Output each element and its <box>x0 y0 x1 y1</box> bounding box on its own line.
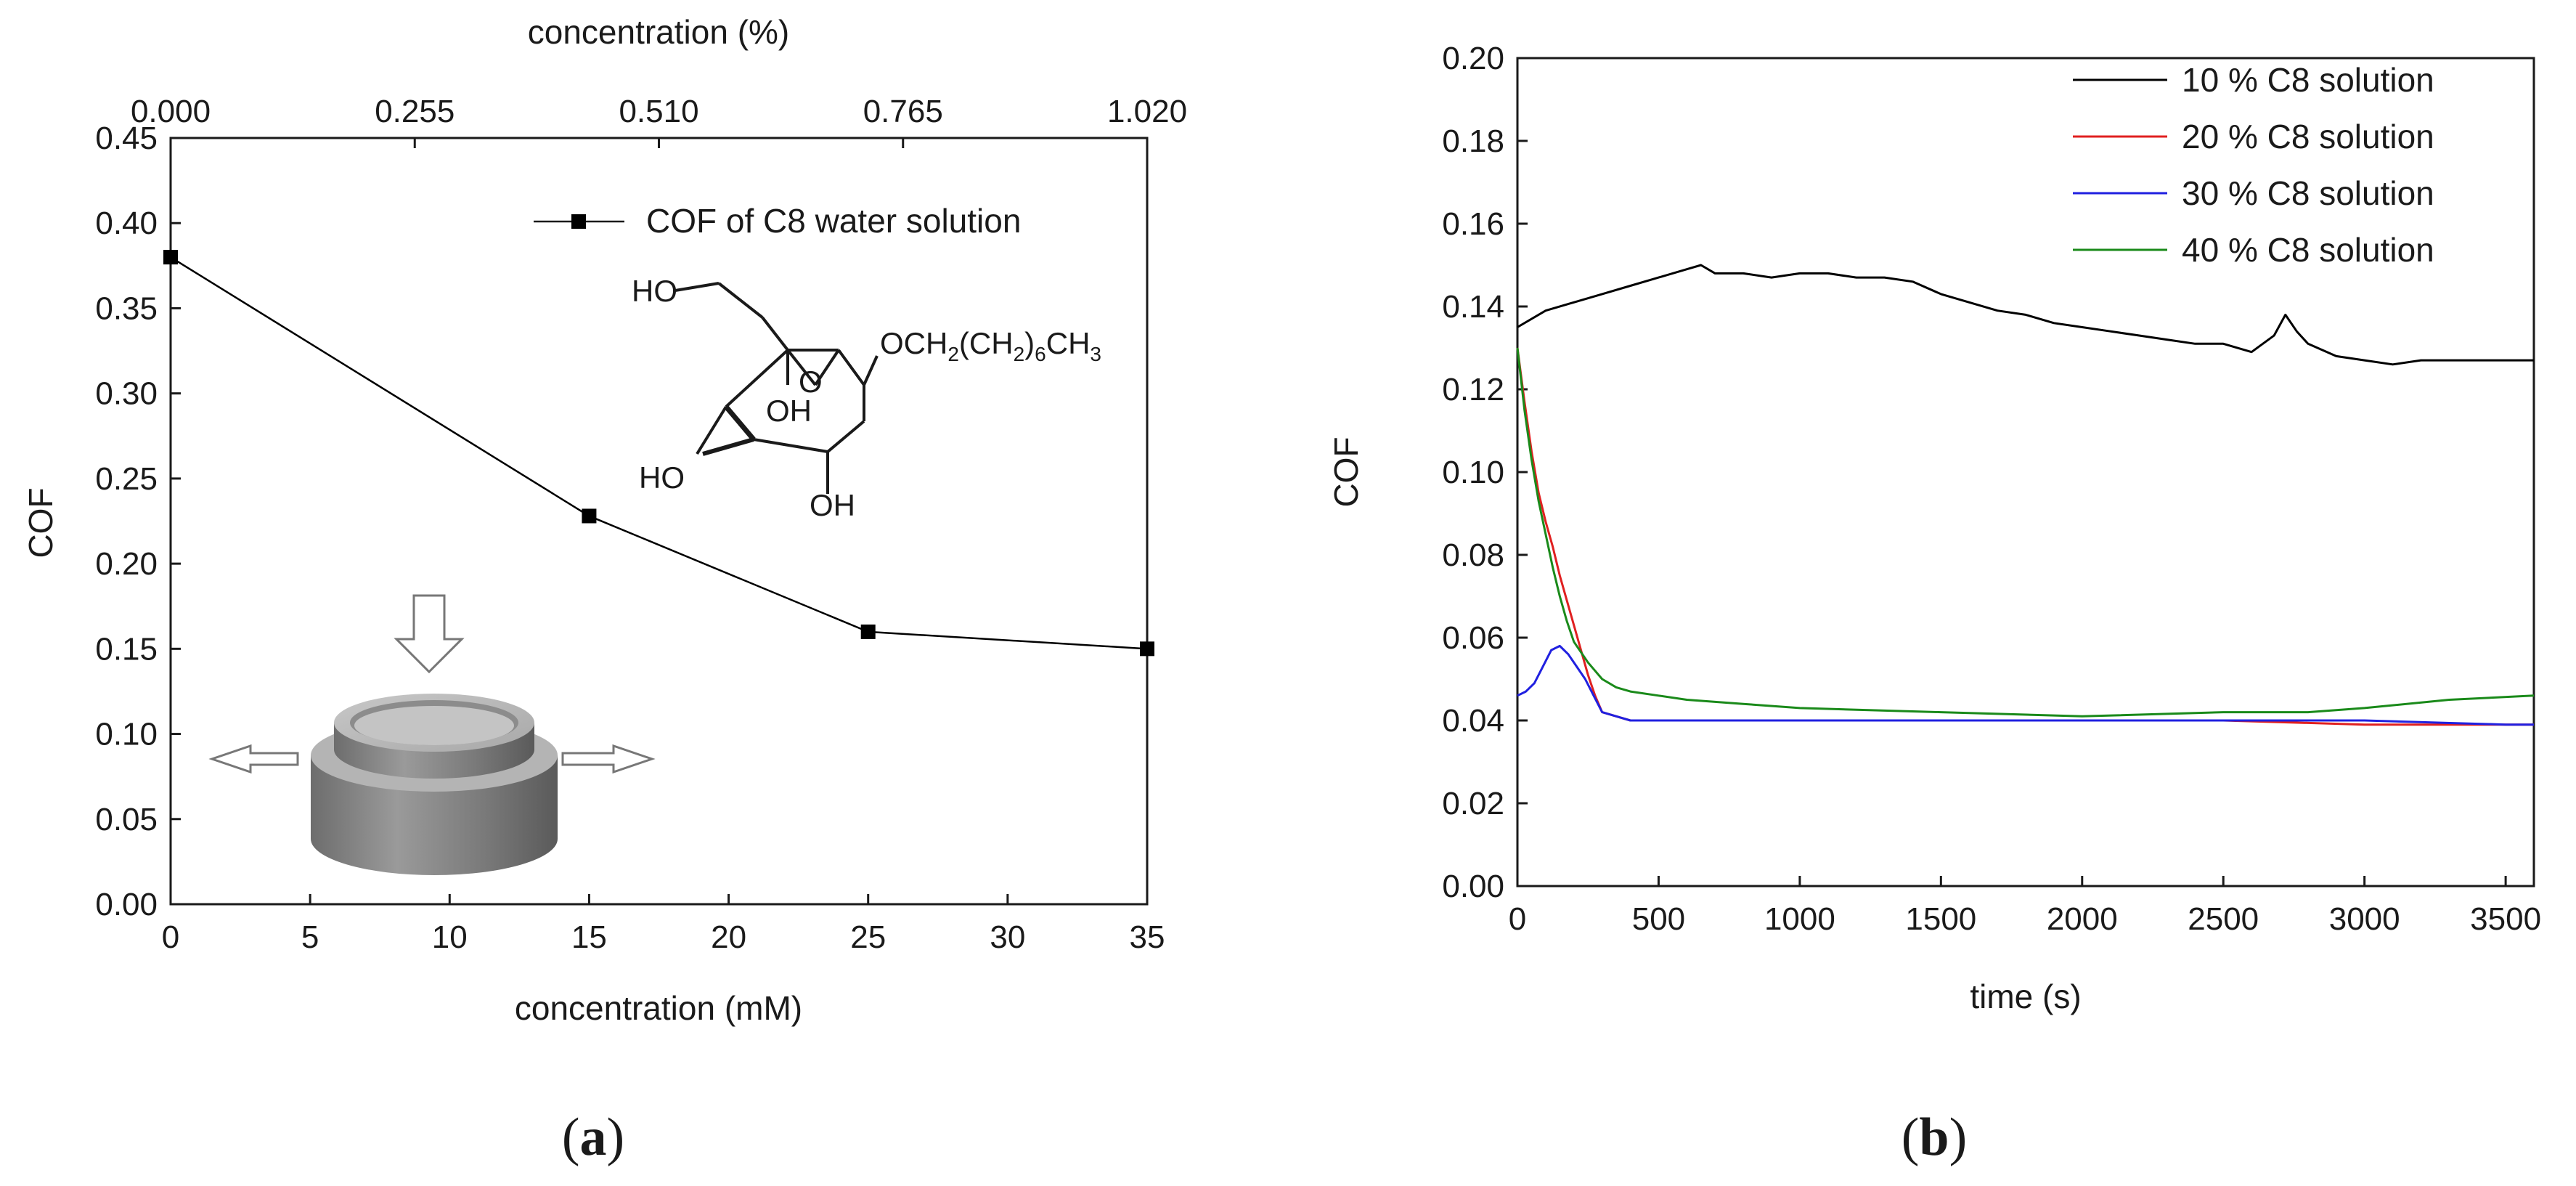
panel-a-x-tick-label: 15 <box>571 919 607 955</box>
panel-b-y-tick-label: 0.04 <box>1442 703 1504 739</box>
panel-a-x-tick-label: 25 <box>850 919 886 955</box>
panel-b-y-tick-label: 0.00 <box>1442 869 1504 904</box>
panel-a-y-tick-label: 0.40 <box>95 206 158 241</box>
formula-ho-label: HO <box>632 274 677 308</box>
panel-a-top-x-tick-label: 0.510 <box>619 94 698 129</box>
panel-b-x-axis-label: time (s) <box>1970 978 2081 1015</box>
panel-a-series-line <box>170 256 1148 650</box>
panel-a-series <box>163 250 1154 657</box>
panel-b-y-axis: 0.00 0.02 0.04 0.06 0.08 0.10 0.12 0.14 0.16 0.18… <box>1442 41 1528 904</box>
panel-b-y-axis-label: COF <box>1327 436 1365 507</box>
panel-a-y-tick-label: 0.35 <box>95 291 158 326</box>
panel-a-y-tick-label: 0.15 <box>95 631 158 667</box>
panel-a-y-axis-label: COF <box>22 487 60 558</box>
formula-ho2-label: HO <box>639 460 685 495</box>
panel-b-legend-label: 40 % C8 solution <box>2182 231 2434 269</box>
sliding-arrow-right-icon <box>561 744 656 774</box>
panel-b-x-tick-label: 2000 <box>2047 901 2118 937</box>
panel-a-legend-label: COF of C8 water solution <box>646 202 1021 240</box>
panel-b-y-tick-label: 0.18 <box>1442 123 1504 159</box>
panel-a-data-point <box>1140 641 1154 657</box>
panel-b-x-tick-label: 1000 <box>1764 901 1835 937</box>
panel-a-y-tick-label: 0.00 <box>95 887 158 922</box>
panel-a-top-x-tick-label: 0.255 <box>375 94 455 129</box>
panel-b-x-tick-label: 500 <box>1632 901 1685 937</box>
panel-b-x-tick-label: 3500 <box>2470 901 2541 937</box>
panel-b-series-line <box>1516 347 2534 726</box>
panel-b-legend-label: 10 % C8 solution <box>2182 61 2434 99</box>
panel-b-legend: 10 % C8 solution 20 % C8 solution 30 % C8 … <box>2073 61 2434 269</box>
panel-a-y-tick-label: 0.45 <box>95 121 158 156</box>
panel-a-x-tick-label: 0 <box>162 919 179 955</box>
panel-a-top-x-tick-label: 1.020 <box>1107 94 1187 129</box>
panel-b-legend-label: 30 % C8 solution <box>2182 174 2434 212</box>
panel-a-data-point <box>582 508 597 524</box>
panel-b-y-tick-label: 0.16 <box>1442 206 1504 242</box>
panel-a-y-tick-label: 0.20 <box>95 546 158 582</box>
panel-a-y-tick-label: 0.30 <box>95 376 158 412</box>
panel-a-y-tick-label: 0.25 <box>95 461 158 497</box>
panel-a-legend: COF of C8 water solution <box>534 202 1021 240</box>
panel-a-top-x-axis: 0.000 0.255 0.510 0.765 1.020 <box>131 94 1187 148</box>
panel-b-series <box>1516 264 2535 726</box>
panel-b-x-tick-label: 0 <box>1509 901 1526 937</box>
panel-b-chart: 0.00 0.02 0.04 0.06 0.08 0.10 0.12 0.14 0.16 0.18… <box>1327 41 2541 1167</box>
panel-a-x-tick-label: 35 <box>1130 919 1165 955</box>
formula-oh1-label: OH <box>766 394 812 428</box>
panel-a-top-x-axis-label: concentration (%) <box>528 13 790 51</box>
panel-b-y-tick-label: 0.20 <box>1442 41 1504 76</box>
panel-a-x-tick-label: 5 <box>301 919 319 955</box>
panel-a-caption: (a) <box>562 1108 624 1167</box>
panel-b-caption: (b) <box>1902 1108 1967 1167</box>
formula-oh2-label: OH <box>810 488 855 522</box>
panel-a-x-axis-label: concentration (mM) <box>515 989 802 1027</box>
panel-a-top-x-tick-label: 0.000 <box>131 94 211 129</box>
panel-a-x-tick-label: 20 <box>711 919 746 955</box>
panel-a-x-tick-label: 10 <box>432 919 468 955</box>
panel-a-y-tick-label: 0.05 <box>95 802 158 837</box>
panel-b-series-line <box>1517 264 2534 366</box>
panel-a-top-x-tick-label: 0.765 <box>863 94 943 129</box>
octyl-glucoside-structure <box>674 282 879 494</box>
load-arrow-down-icon <box>394 594 465 674</box>
panel-b-y-tick-label: 0.02 <box>1442 786 1504 821</box>
panel-a-y-axis: 0.00 0.05 0.10 0.15 0.20 0.25 0.30 0.35 0.40 0.45 <box>95 121 181 922</box>
formula-tail-label: OCH2(CH2)6CH3 <box>880 326 1101 365</box>
panel-b-x-tick-label: 1500 <box>1905 901 1976 937</box>
panel-a-data-point <box>860 624 876 639</box>
panel-a-data-point <box>163 250 178 265</box>
panel-b-y-tick-label: 0.10 <box>1442 455 1504 490</box>
ring-specimen-illustration <box>208 594 656 875</box>
panel-b-x-tick-label: 2500 <box>2188 901 2259 937</box>
panel-b-series-line <box>1517 644 2534 726</box>
panel-b-series-line <box>1516 347 2535 718</box>
panel-b-y-tick-label: 0.12 <box>1442 372 1504 407</box>
panel-b-x-tick-label: 3000 <box>2329 901 2400 937</box>
panel-a-y-tick-label: 0.10 <box>95 717 158 752</box>
ring-oxygen-label: O <box>799 365 823 399</box>
panel-b-y-tick-label: 0.06 <box>1442 620 1504 656</box>
sliding-arrow-left-icon <box>208 744 299 774</box>
panel-b-legend-label: 20 % C8 solution <box>2182 118 2434 155</box>
panel-b-y-tick-label: 0.14 <box>1442 289 1504 325</box>
panel-a-x-tick-label: 30 <box>990 919 1025 955</box>
panel-b-y-tick-label: 0.08 <box>1442 537 1504 573</box>
panel-a-x-axis: 0 5 10 15 20 25 30 35 <box>162 894 1165 955</box>
panel-b-x-axis: 0 500 1000 1500 2000 2500 3000 3500 <box>1509 876 2541 937</box>
panel-a-chart: 0.00 0.05 0.10 0.15 0.20 0.25 0.30 0.35 0.40 0.45… <box>22 13 1187 1167</box>
structure-labels: HO O OH HO OH OCH2(CH2)6CH3 <box>632 274 1101 522</box>
